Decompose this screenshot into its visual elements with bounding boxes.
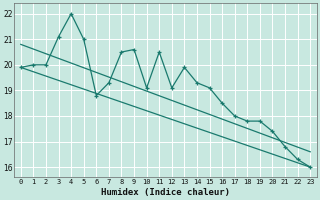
X-axis label: Humidex (Indice chaleur): Humidex (Indice chaleur)	[101, 188, 230, 197]
